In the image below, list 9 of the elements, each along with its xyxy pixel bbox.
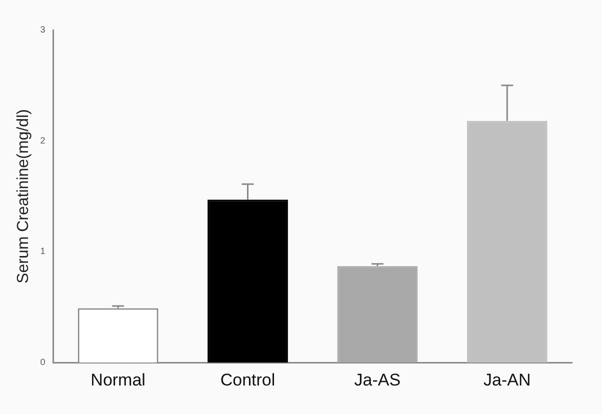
y-axis-title: Serum Creatinine(mg/dl)	[15, 109, 32, 284]
y-tick-label: 3	[40, 24, 46, 34]
y-tick-label: 2	[40, 135, 46, 146]
x-tick-label: Ja-AN	[484, 370, 531, 390]
y-tick-label: 1	[40, 246, 46, 256]
y-tick-label: 0	[40, 357, 46, 368]
x-tick-label: Control	[220, 370, 276, 390]
x-tick-label: Normal	[90, 370, 146, 390]
x-tick-label: Ja-AS	[354, 370, 401, 390]
